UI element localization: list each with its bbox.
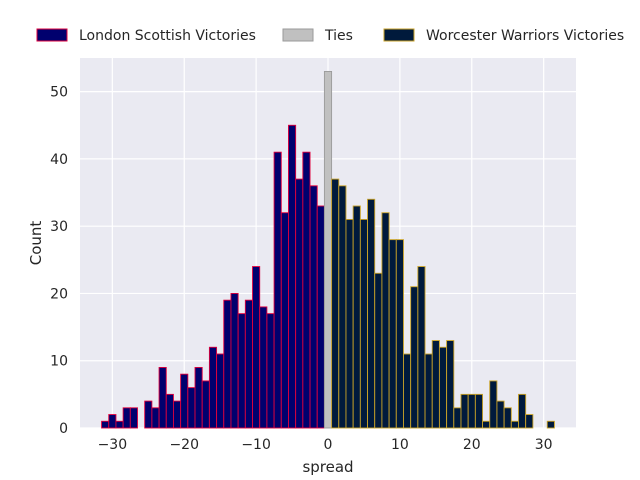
bar-worcester <box>503 407 512 429</box>
bar-worcester <box>367 198 376 429</box>
bar-worcester <box>381 212 390 429</box>
bar-ties <box>323 71 333 429</box>
bar-worcester <box>518 393 527 429</box>
bar-london <box>108 414 117 429</box>
bar-worcester <box>331 178 340 429</box>
x-tick-label: 10 <box>391 437 409 453</box>
legend-label-worcester: Worcester Warriors Victories <box>426 28 624 44</box>
bar-worcester <box>403 353 412 429</box>
bar-london <box>230 293 239 429</box>
legend-swatch-london <box>36 28 68 42</box>
bar-london <box>288 124 297 429</box>
legend-label-london: London Scottish Victories <box>79 28 256 44</box>
bar-worcester <box>525 414 534 429</box>
bar-london <box>295 178 304 429</box>
bar-worcester <box>338 185 347 429</box>
bar-worcester <box>438 346 448 429</box>
bar-worcester <box>395 239 404 429</box>
y-tick-label: 40 <box>50 152 68 168</box>
x-tick-label: −10 <box>241 437 271 453</box>
bar-london <box>280 212 289 429</box>
bar-worcester <box>446 340 455 429</box>
bar-worcester <box>482 420 491 429</box>
y-tick-label: 10 <box>50 354 68 370</box>
y-tick-label: 0 <box>59 421 68 437</box>
bar-london <box>208 346 218 429</box>
bar-london <box>252 266 261 429</box>
x-tick-label: 0 <box>324 437 333 453</box>
bar-london <box>172 400 182 429</box>
bar-worcester <box>546 420 555 429</box>
legend-swatch-ties <box>282 28 314 42</box>
bar-worcester <box>453 407 462 429</box>
bar-london <box>115 420 124 429</box>
bar-worcester <box>352 205 361 429</box>
bar-worcester <box>417 266 426 429</box>
legend-swatch-worcester <box>383 28 415 42</box>
bar-london <box>244 299 253 429</box>
bar-london <box>122 407 131 429</box>
bar-london <box>266 313 275 429</box>
bar-worcester <box>460 393 469 429</box>
y-tick-label: 50 <box>50 85 68 101</box>
bar-worcester <box>431 340 440 429</box>
bar-worcester <box>359 219 368 429</box>
x-axis-label: spread <box>302 458 353 476</box>
bar-worcester <box>510 420 519 429</box>
y-tick-labels: 0 10 20 30 40 50 <box>50 85 68 437</box>
x-tick-label: −30 <box>98 437 128 453</box>
y-axis-label: Count <box>27 221 45 266</box>
bars <box>101 71 555 429</box>
legend: London Scottish Victories Ties Worcester… <box>36 28 624 44</box>
bar-london <box>309 185 318 429</box>
y-tick-label: 30 <box>50 219 68 235</box>
bar-worcester <box>410 286 419 429</box>
bar-london <box>194 367 203 429</box>
bar-london <box>201 380 210 429</box>
bar-london <box>273 151 282 429</box>
legend-label-ties: Ties <box>324 28 353 44</box>
bar-worcester <box>489 380 498 429</box>
bar-worcester <box>374 272 383 429</box>
bar-worcester <box>388 239 397 429</box>
x-tick-label: 30 <box>535 437 553 453</box>
bar-london <box>259 306 268 429</box>
bar-london <box>165 393 174 429</box>
bar-london <box>187 387 196 429</box>
bar-london <box>180 373 189 429</box>
bar-worcester <box>424 353 433 429</box>
y-tick-label: 20 <box>50 286 68 302</box>
bar-worcester <box>474 393 484 429</box>
bar-london <box>158 367 167 429</box>
bar-london <box>237 313 246 429</box>
x-tick-labels: −30 −20 −10 0 10 20 30 <box>98 437 553 453</box>
bar-london <box>302 151 311 429</box>
bar-london <box>216 353 225 429</box>
bar-london <box>316 205 325 429</box>
bar-worcester <box>496 400 505 429</box>
bar-worcester <box>467 393 476 429</box>
x-tick-label: 20 <box>463 437 481 453</box>
bar-london <box>151 407 160 429</box>
bar-london <box>223 299 232 429</box>
bar-london <box>144 400 153 429</box>
bar-worcester <box>345 219 354 429</box>
x-tick-label: −20 <box>169 437 199 453</box>
bar-london <box>129 407 138 429</box>
bar-london <box>101 420 110 429</box>
